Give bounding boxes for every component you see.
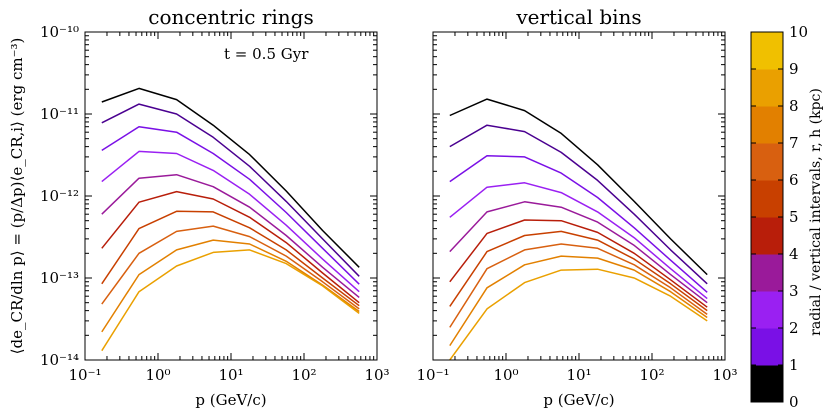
- panel-title: concentric rings: [148, 5, 314, 29]
- panel-title: vertical bins: [515, 5, 641, 29]
- series-line-8: [449, 255, 708, 347]
- series-line-1: [449, 124, 708, 285]
- panel-vertical-bins: vertical bins 10⁻¹ 10⁰ 10¹ 10² 10³ p (GeV/c): [416, 5, 737, 409]
- series-line-3: [449, 182, 708, 300]
- series-line-7: [449, 243, 708, 328]
- series-line-9: [101, 249, 360, 352]
- x-tick-label: 10²: [639, 366, 664, 384]
- series-line-6: [449, 230, 708, 312]
- colorbar-segment: [751, 254, 783, 292]
- colorbar-segment: [751, 365, 783, 403]
- series-line-0: [101, 87, 360, 268]
- y-tick-label: 10⁻¹¹: [40, 105, 79, 123]
- time-annotation: t = 0.5 Gyr: [224, 45, 309, 63]
- plot-frame: [432, 31, 726, 361]
- series-line-1: [101, 103, 360, 277]
- series-line-2: [101, 125, 360, 285]
- series-line-5: [101, 190, 360, 304]
- x-tick-label: 10¹: [566, 366, 591, 384]
- x-tick-label: 10⁻¹: [68, 366, 101, 384]
- panel-concentric-rings: concentric rings t = 0.5 Gyr 10⁻¹ 10⁰ 10¹ 1…: [8, 5, 390, 409]
- x-tick-label: 10¹: [218, 366, 243, 384]
- colorbar-tick-label: 8: [789, 97, 799, 115]
- colorbar-tick-label: 3: [789, 282, 799, 300]
- y-tick-label: 10⁻¹²: [40, 187, 79, 205]
- series-line-0: [449, 98, 708, 276]
- colorbar-tick-label: 2: [789, 319, 799, 337]
- series-line-4: [449, 201, 708, 304]
- series-line-3: [101, 150, 360, 293]
- x-tick-label: 10⁰: [145, 366, 170, 384]
- colorbar-label: radial / vertical intervals, r, h (kpc): [808, 88, 824, 336]
- colorbar-segment: [751, 217, 783, 255]
- y-axis-label: ⟨de_CR/dln p⟩ = (p/Δp)⟨e_CR,i⟩ (erg cm⁻³…: [8, 38, 26, 355]
- colorbar-segment: [751, 143, 783, 181]
- x-tick-label: 10⁻¹: [416, 366, 449, 384]
- x-tick-label: 10³: [712, 366, 737, 384]
- series-line-7: [101, 225, 360, 310]
- colorbar-tick-label: 9: [789, 60, 799, 78]
- colorbar-tick-label: 0: [789, 393, 799, 411]
- plot-frame: [84, 31, 378, 361]
- y-tick-label: 10⁻¹⁰: [40, 23, 79, 41]
- colorbar-tick-label: 1: [789, 356, 799, 374]
- y-tick-label: 10⁻¹⁴: [40, 351, 79, 369]
- colorbar-segment: [751, 328, 783, 366]
- series-line-6: [101, 210, 360, 307]
- colorbar-segment: [751, 32, 783, 70]
- series-line-9: [449, 268, 708, 360]
- colorbar-tick-label: 6: [789, 171, 799, 189]
- colorbar-tick-label: 5: [789, 208, 799, 226]
- x-tick-label: 10⁰: [493, 366, 518, 384]
- colorbar-segment: [751, 291, 783, 329]
- x-axis-label: p (GeV/c): [195, 391, 266, 409]
- x-tick-label: 10³: [364, 366, 389, 384]
- colorbar-tick-label: 10: [789, 23, 808, 41]
- colorbar: 0 1 2 3 4 5 6 7 8 9 10 radial / vertical intervals…: [750, 23, 824, 411]
- y-tick-label: 10⁻¹³: [40, 269, 79, 287]
- colorbar-segment: [751, 106, 783, 144]
- series-line-8: [101, 239, 360, 333]
- colorbar-tick-label: 4: [789, 245, 799, 263]
- series-line-4: [101, 173, 360, 298]
- colorbar-segment: [751, 180, 783, 218]
- colorbar-segment: [751, 69, 783, 107]
- x-axis-label: p (GeV/c): [543, 391, 614, 409]
- colorbar-tick-label: 7: [789, 134, 799, 152]
- x-tick-label: 10²: [291, 366, 316, 384]
- series-line-5: [449, 219, 708, 308]
- series-line-2: [449, 154, 708, 293]
